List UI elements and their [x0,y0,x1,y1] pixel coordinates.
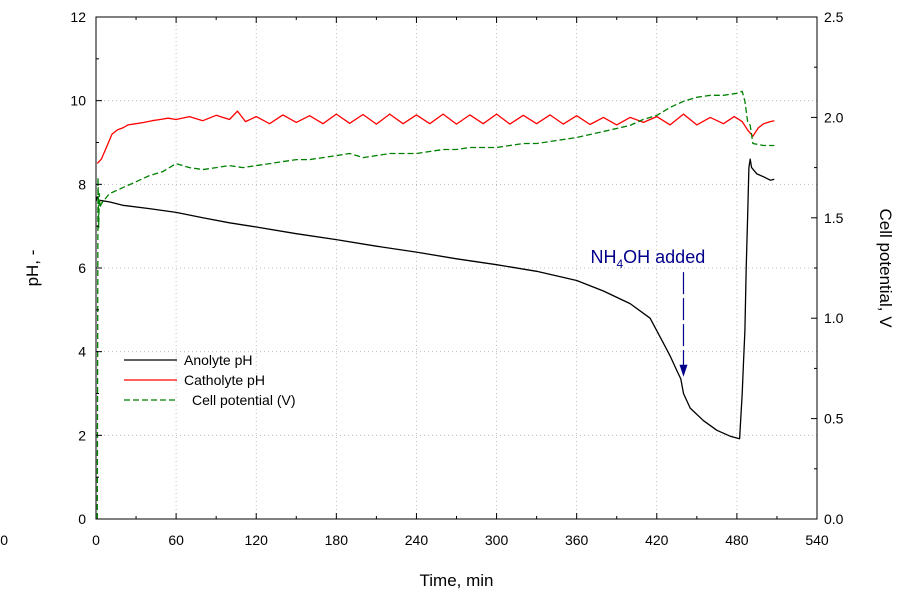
x-tick-label: 300 [485,532,509,548]
series-layer [95,90,775,520]
y-tick-label: 6 [78,260,86,276]
annotation-text-rest: OH added [623,247,705,267]
annotation-label: NH4OH added [590,247,705,271]
axes: 0 60 120 180 240 300 360 420 480 540 0 2 4 6 8 10 12 0.0 0… [70,9,843,548]
y-tick-label: 10 [70,93,86,109]
annotation-text-main: NH [590,247,616,267]
legend-label: Anolyte pH [184,352,252,368]
x-tick-label: 60 [168,532,184,548]
x-tick-label: 360 [565,532,589,548]
y2-tick-label: 1.5 [824,210,844,226]
stray-zero-label: 0 [0,532,8,548]
y-tick-label: 12 [70,9,86,25]
y2-axis-title: Cell potential, V [876,208,895,328]
annotation-arrow-head [679,364,688,377]
x-tick-label: 540 [805,532,829,548]
y2-tick-label: 2.5 [824,9,844,25]
x-tick-label: 180 [325,532,349,548]
y2-tick-label: 2.0 [824,109,844,125]
annotation-text-subscript: 4 [616,257,623,271]
grid [96,17,817,519]
x-tick-label: 0 [92,532,100,548]
y-tick-label: 4 [78,344,86,360]
y2-tick-label: 1.0 [824,310,844,326]
x-axis-title: Time, min [420,571,494,590]
series-line-cell-potential-v [96,90,775,520]
series-line-catholyte-ph [96,110,775,164]
legend-label: Catholyte pH [184,372,265,388]
y2-tick-label: 0.0 [824,511,844,527]
y-tick-label: 0 [78,511,86,527]
annotation: NH4OH added [590,247,705,377]
x-tick-label: 240 [405,532,429,548]
x-tick-label: 120 [245,532,269,548]
legend: Anolyte pH Catholyte pH Cell potential (V) [124,352,296,408]
x-tick-label: 480 [725,532,749,548]
y2-tick-label: 0.5 [824,411,844,427]
y-tick-label: 8 [78,176,86,192]
series-line-anolyte-ph [95,158,775,440]
y-axis-title: pH, - [23,250,42,287]
x-tick-label: 420 [645,532,669,548]
y-tick-label: 2 [78,427,86,443]
legend-label: Cell potential (V) [192,392,296,408]
